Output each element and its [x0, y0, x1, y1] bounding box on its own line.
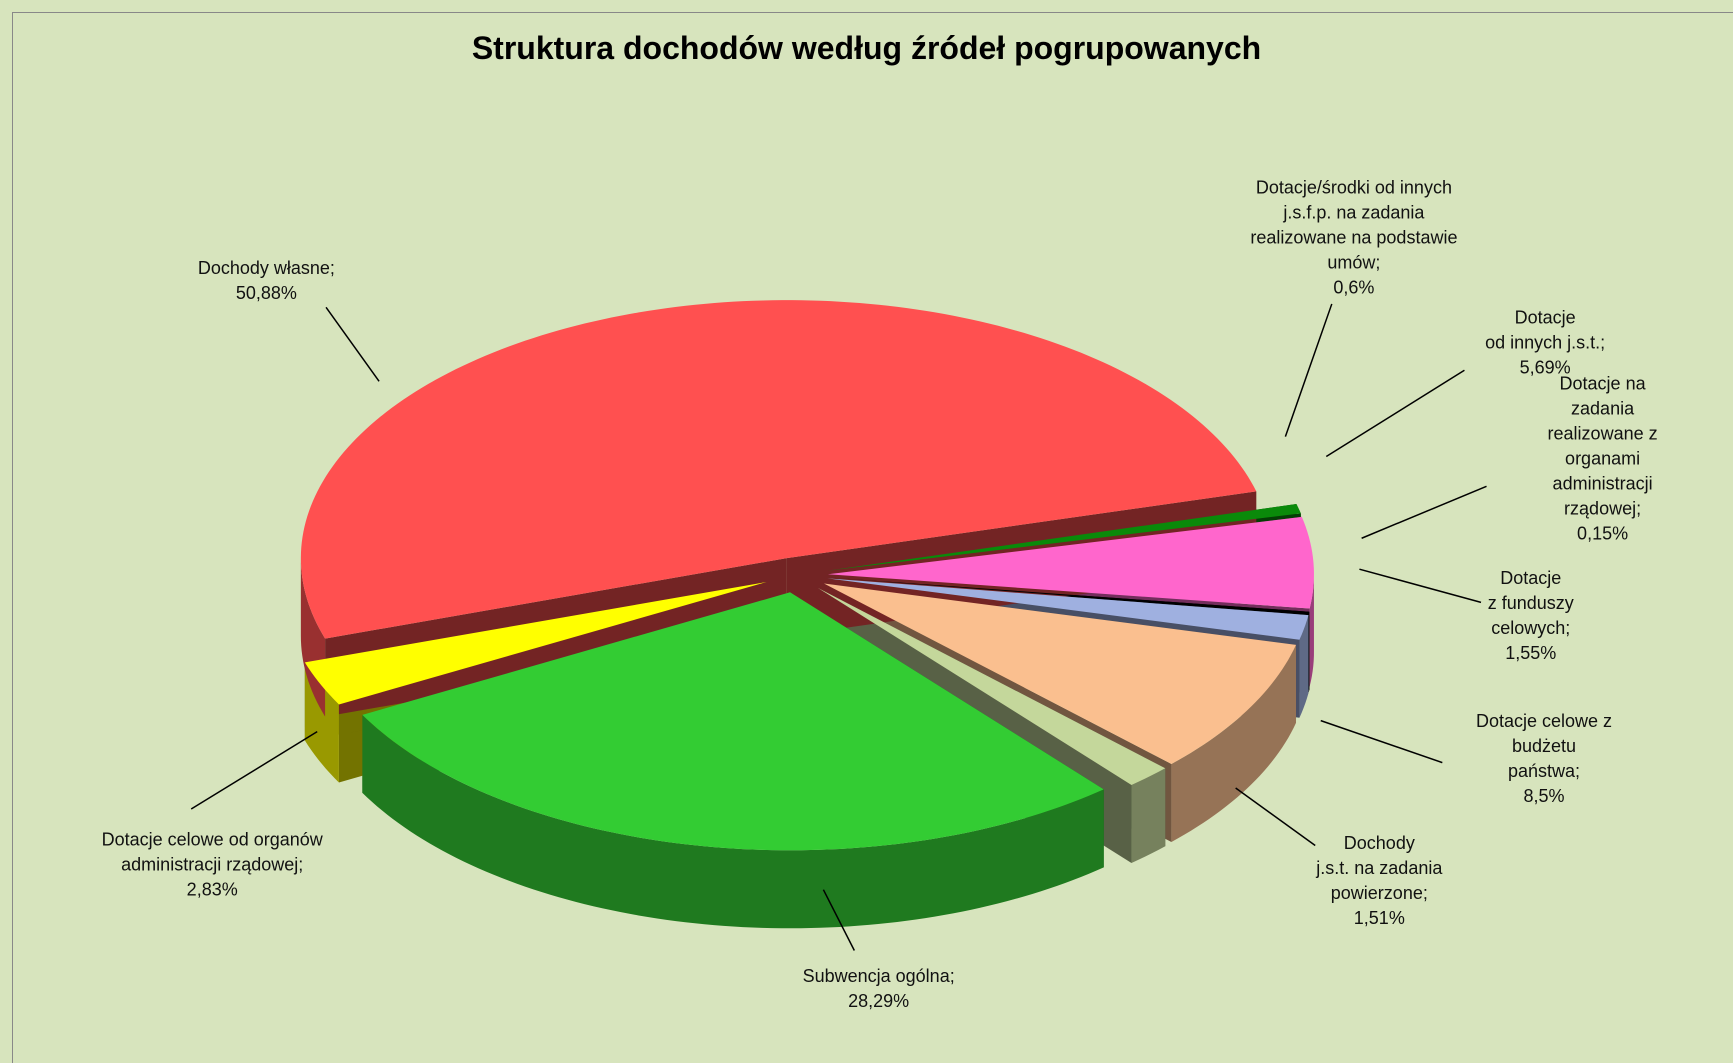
data-label: Dotacje z funduszy celowych; 1,55% [1488, 566, 1574, 666]
leader-line [822, 889, 856, 951]
leader-line [325, 306, 380, 382]
data-label-value: 0,6% [1333, 277, 1375, 298]
data-label-value: 50,88% [235, 282, 297, 303]
data-label-category: Dotacje celowe od organów administracji … [101, 829, 323, 875]
data-label-category: Dotacje od innych j.s.t.; [1485, 307, 1606, 353]
data-label-category: Dotacje celowe z budżetu państwa; [1475, 711, 1613, 782]
data-label-category: Dotacje/środki od innych j.s.f.p. na zad… [1250, 177, 1458, 273]
leader-line [1361, 485, 1487, 539]
data-label-category: Subwencja ogólna; [802, 966, 955, 987]
data-label-value: 0,15% [1577, 523, 1629, 544]
data-label: Dotacje/środki od innych j.s.f.p. na zad… [1250, 175, 1457, 300]
data-label-value: 5,69% [1519, 357, 1571, 378]
slice [823, 583, 1297, 764]
data-label-category: Dotacje z funduszy celowych; [1487, 567, 1574, 638]
chart-frame [12, 12, 1733, 1063]
slice-side [1171, 644, 1297, 842]
leader-line [1359, 568, 1482, 604]
leader-line [190, 731, 318, 810]
data-label: Dochody j.s.t. na zadania powierzone; 1,5… [1316, 831, 1442, 931]
leader-line [1325, 369, 1465, 458]
slice [827, 577, 1310, 615]
chart-title: Struktura dochodów według źródeł pogrupo… [471, 30, 1262, 66]
leader-line [1235, 787, 1316, 847]
data-label-category: Dotacje na zadania realizowane z organam… [1547, 373, 1658, 519]
data-label: Subwencja ogólna; 28,29% [803, 964, 955, 1014]
data-label-value: 1,51% [1353, 907, 1405, 928]
slice [827, 503, 1301, 571]
data-label: Dochody własne; 50,88% [198, 256, 335, 306]
slice-side [1299, 615, 1309, 718]
slice [304, 581, 767, 705]
data-label-value: 28,29% [848, 991, 910, 1012]
data-label-category: Dochody własne; [197, 257, 335, 278]
slice [827, 578, 1309, 640]
data-label-value: 2,83% [186, 879, 238, 900]
slice [827, 516, 1314, 609]
data-label-value: 8,5% [1523, 786, 1565, 807]
data-label: Dotacje celowe od organów administracji … [102, 828, 323, 903]
slice [300, 300, 1257, 639]
slice-side [362, 714, 1104, 929]
slice-side [1131, 768, 1166, 863]
data-label: Dotacje na zadania realizowane z organam… [1537, 371, 1667, 546]
slice-side [1309, 572, 1314, 687]
leader-line [1320, 719, 1443, 764]
data-label-category: Dochody j.s.t. na zadania powierzone; [1316, 832, 1443, 903]
slice [817, 587, 1166, 785]
slice-side [1308, 611, 1310, 693]
data-label: Dotacje celowe z budżetu państwa; 8,5% [1450, 709, 1639, 809]
slice [362, 592, 1104, 851]
data-label-value: 1,55% [1505, 642, 1557, 663]
leader-line [1284, 303, 1333, 437]
data-label: Dotacje od innych j.s.t.; 5,69% [1485, 305, 1605, 380]
